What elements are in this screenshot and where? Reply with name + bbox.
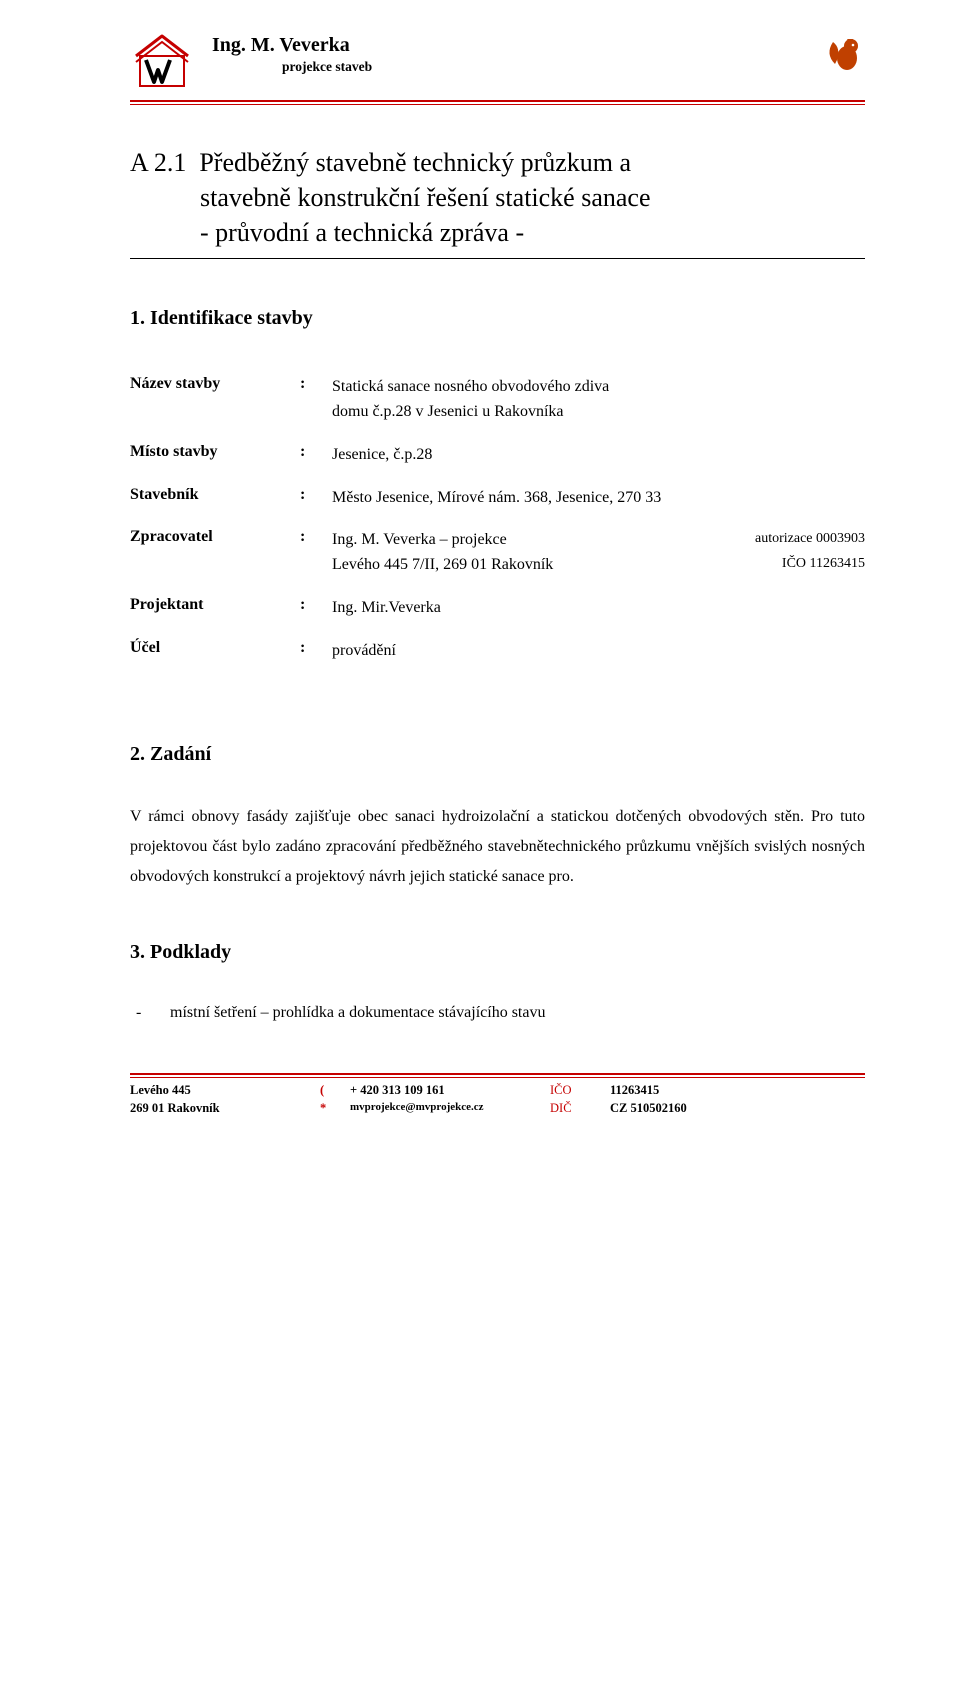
footer-line: * xyxy=(320,1100,350,1118)
row-value: Ing. M. Veverka – projekce autorizace 00… xyxy=(332,519,865,587)
row-value: Statická sanace nosného obvodového zdiva… xyxy=(332,366,865,434)
header-text: Ing. M. Veverka projekce staveb xyxy=(212,30,823,75)
title-line2: stavebně konstrukční řešení statické san… xyxy=(130,180,865,215)
footer-line: Levého 445 xyxy=(130,1082,320,1100)
row-label: Zpracovatel xyxy=(130,519,300,587)
row-colon: : xyxy=(300,477,332,520)
document-title: A 2.1 Předběžný stavebně technický průzk… xyxy=(130,145,865,250)
footer-address: Levého 445 269 01 Rakovník xyxy=(130,1082,320,1117)
value-line: domu č.p.28 v Jesenici u Rakovníka xyxy=(332,400,865,425)
value-part: Levého 445 7/II, 269 01 Rakovník xyxy=(332,553,553,578)
footer-line-thin xyxy=(130,1077,865,1078)
footer-symbols: ( * xyxy=(320,1082,350,1117)
header-line-thin xyxy=(130,104,865,105)
squirrel-icon xyxy=(823,32,865,74)
header-row: Ing. M. Veverka projekce staveb xyxy=(130,30,865,94)
title-prefix: A 2.1 xyxy=(130,148,186,177)
identification-table: Název stavby : Statická sanace nosného o… xyxy=(130,366,865,672)
table-row: Projektant : Ing. Mir.Veverka xyxy=(130,587,865,630)
value-part: Ing. M. Veverka – projekce xyxy=(332,528,507,553)
row-colon: : xyxy=(300,519,332,587)
section-1-title: 1. Identifikace stavby xyxy=(130,307,865,330)
value-part: IČO 11263415 xyxy=(782,553,865,578)
footer-contact: + 420 313 109 161 mvprojekce@mvprojekce.… xyxy=(350,1082,550,1117)
header-line-thick xyxy=(130,100,865,102)
list-text: místní šetření – prohlídka a dokumentace… xyxy=(170,1000,545,1026)
list-dash: - xyxy=(130,1000,170,1026)
footer-id-labels: IČO DIČ xyxy=(550,1082,610,1117)
value-line: Statická sanace nosného obvodového zdiva xyxy=(332,375,865,400)
table-row: Účel : provádění xyxy=(130,630,865,673)
row-label: Stavebník xyxy=(130,477,300,520)
section-3-title: 3. Podklady xyxy=(130,941,865,964)
row-colon: : xyxy=(300,587,332,630)
footer-line: IČO xyxy=(550,1082,610,1100)
title-line3: - průvodní a technická zpráva - xyxy=(130,215,865,250)
footer: Levého 445 269 01 Rakovník ( * + 420 313… xyxy=(130,1082,865,1117)
footer-line: + 420 313 109 161 xyxy=(350,1082,550,1100)
row-value: Ing. Mir.Veverka xyxy=(332,587,865,630)
row-label: Projektant xyxy=(130,587,300,630)
row-colon: : xyxy=(300,434,332,477)
row-label: Účel xyxy=(130,630,300,673)
table-row: Název stavby : Statická sanace nosného o… xyxy=(130,366,865,434)
footer-line: ( xyxy=(320,1082,350,1100)
footer-line: 11263415 xyxy=(610,1082,865,1100)
section-2-paragraph: V rámci obnovy fasády zajišťuje obec san… xyxy=(130,802,865,893)
header-title: Ing. M. Veverka xyxy=(212,34,823,57)
list-item: - místní šetření – prohlídka a dokumenta… xyxy=(130,1000,865,1026)
footer-id-values: 11263415 CZ 510502160 xyxy=(610,1082,865,1117)
page: Ing. M. Veverka projekce staveb A 2.1 Př… xyxy=(0,0,960,1147)
footer-line: 269 01 Rakovník xyxy=(130,1100,320,1118)
footer-line: CZ 510502160 xyxy=(610,1100,865,1118)
row-colon: : xyxy=(300,366,332,434)
value-part: autorizace 0003903 xyxy=(755,528,865,553)
footer-line-thick xyxy=(130,1073,865,1075)
row-value: provádění xyxy=(332,630,865,673)
header-subtitle: projekce staveb xyxy=(212,59,823,75)
logo-icon xyxy=(130,30,194,94)
section-2-title: 2. Zadání xyxy=(130,743,865,766)
row-value: Jesenice, č.p.28 xyxy=(332,434,865,477)
footer-line: mvprojekce@mvprojekce.cz xyxy=(350,1100,550,1115)
table-row: Stavebník : Město Jesenice, Mírové nám. … xyxy=(130,477,865,520)
table-row: Místo stavby : Jesenice, č.p.28 xyxy=(130,434,865,477)
row-value: Město Jesenice, Mírové nám. 368, Jesenic… xyxy=(332,477,865,520)
footer-line: DIČ xyxy=(550,1100,610,1118)
table-row: Zpracovatel : Ing. M. Veverka – projekce… xyxy=(130,519,865,587)
title-line1: Předběžný stavebně technický průzkum a xyxy=(199,148,631,177)
row-colon: : xyxy=(300,630,332,673)
row-label: Místo stavby xyxy=(130,434,300,477)
row-label: Název stavby xyxy=(130,366,300,434)
title-underline xyxy=(130,258,865,259)
